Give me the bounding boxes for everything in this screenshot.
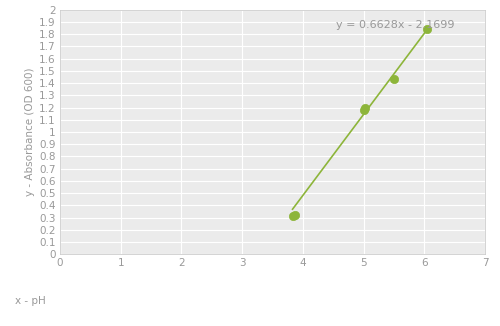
Text: x - pH: x - pH — [15, 296, 46, 306]
Point — [291, 213, 299, 218]
Y-axis label: y - Absorbance (OD 600): y - Absorbance (OD 600) — [25, 68, 35, 196]
Point — [361, 105, 369, 110]
Text: y = 0.6628x - 2.1699: y = 0.6628x - 2.1699 — [336, 20, 454, 30]
Point — [288, 214, 296, 219]
Point — [360, 108, 368, 113]
Point — [390, 77, 398, 82]
Point — [424, 27, 432, 32]
